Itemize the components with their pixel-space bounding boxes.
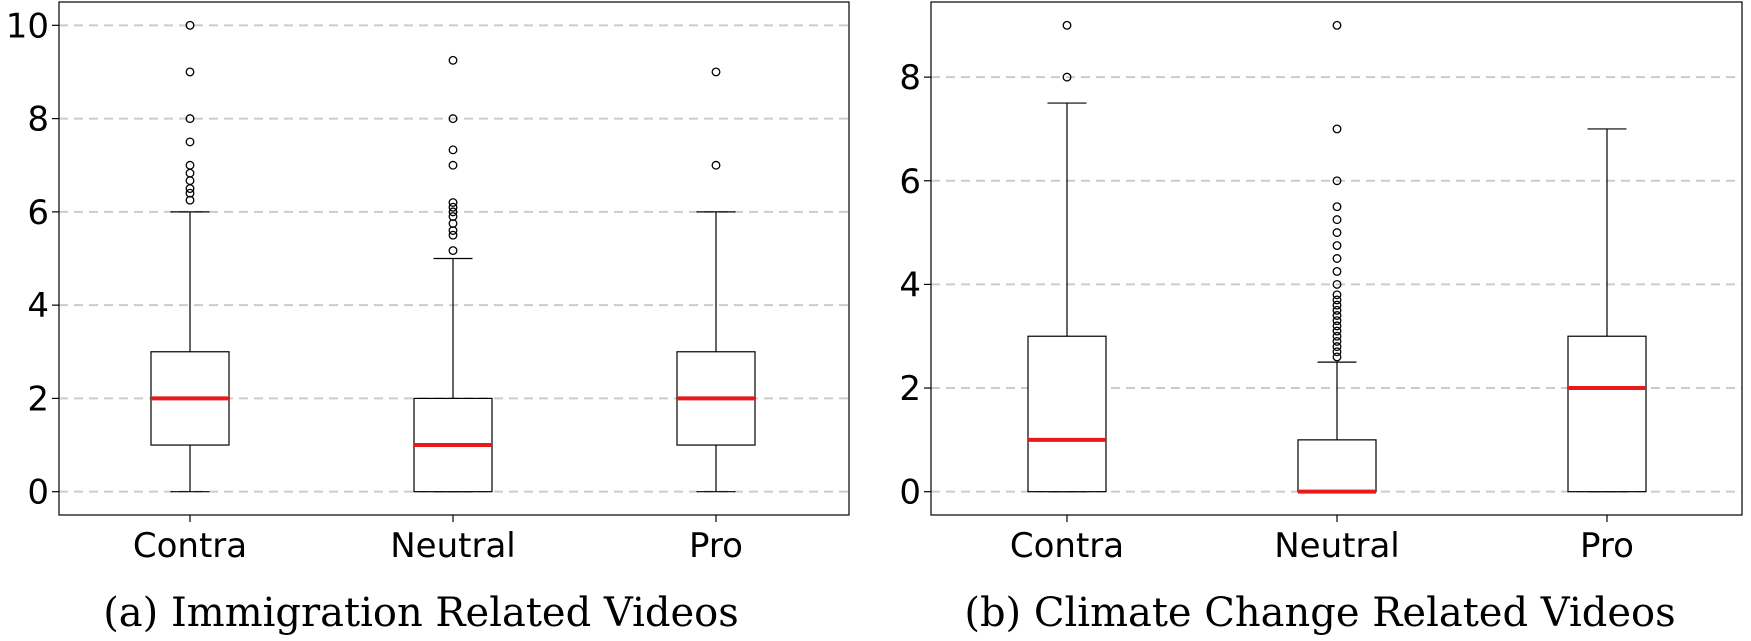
outlier-point [1332,290,1342,300]
y-tick-label: 6 [27,193,49,233]
outlier-point [1332,241,1342,250]
outlier-point [448,198,458,207]
outlier-point [711,67,721,77]
outlier-point [1332,176,1342,186]
x-axis: Contra Neutral Pro [133,515,743,566]
outlier-point [1332,326,1342,336]
box-group [150,20,756,493]
outlier-point [1332,342,1342,352]
y-axis: 0 2 4 6 8 10 [6,6,59,513]
outlier-point [1332,300,1342,310]
y-tick-label: 2 [27,379,49,419]
outlier-point [448,55,458,65]
outlier-point [448,145,458,155]
y-tick-label: 4 [899,265,921,305]
box-group [1027,20,1647,494]
y-axis: 0 2 4 6 8 [899,58,931,513]
outlier-point [448,202,458,212]
outlier-point [448,246,458,256]
outlier-point [1332,279,1342,289]
box-contra [150,20,230,493]
outlier-point [1332,295,1342,305]
outlier-point [1332,316,1342,326]
outlier-point [185,176,195,186]
y-tick-label: 8 [27,100,49,140]
outlier-point [185,184,195,193]
box-neutral [413,55,493,493]
axes-frame [58,1,850,516]
panel-immigration: 0 2 4 6 8 10 Contra Neutral Pro (a) Immigration… [6,1,850,636]
iqr-box [1297,439,1377,493]
panel-caption: (b) Climate Change Related Videos [964,590,1675,636]
outlier-point [1332,311,1342,320]
outlier-point [1332,321,1342,331]
x-tick-label: Neutral [1274,526,1400,566]
outlier-point [185,67,195,77]
y-tick-label: 0 [27,473,49,513]
panel-caption: (a) Immigration Related Videos [103,590,739,636]
outlier-point [1332,228,1342,238]
outlier-point [1062,72,1072,82]
y-tick-label: 8 [899,58,921,98]
outlier-point [185,168,195,178]
outlier-point [1332,347,1342,357]
panel-climate: 0 2 4 6 8 Contra Neutral Pro (b) Climate Chang… [899,1,1743,636]
y-tick-label: 10 [6,6,49,46]
outlier-point [185,114,195,124]
outlier-point [448,114,458,124]
x-tick-label: Contra [1010,526,1124,566]
x-tick-label: Pro [1580,526,1634,566]
x-tick-label: Neutral [390,526,516,566]
y-tick-label: 4 [27,286,49,326]
x-axis: Contra Neutral Pro [1010,515,1634,566]
outlier-point [1332,254,1342,263]
y-tick-label: 6 [899,162,921,202]
outlier-point [448,230,458,240]
outlier-point [1062,20,1072,30]
outlier-point [185,160,195,170]
outlier-point [448,207,458,217]
iqr-box [1027,335,1107,493]
iqr-box [1567,335,1647,493]
outlier-point [1332,20,1342,30]
outlier-point [185,188,195,198]
outlier-point [185,20,195,30]
outlier-point [1332,352,1342,362]
box-contra [1027,20,1107,493]
outlier-point [185,137,195,147]
outlier-point [1332,215,1342,225]
outlier-point [1332,124,1342,134]
outlier-point [1332,202,1342,212]
box-pro [676,67,756,493]
y-tick-label: 0 [899,473,921,513]
outlier-point [448,212,458,221]
outlier-point [448,160,458,170]
outlier-point [1332,305,1342,315]
box-pro [1567,128,1647,493]
outlier-point [1332,331,1342,341]
outlier-point [1332,336,1342,346]
box-neutral [1297,20,1377,494]
outlier-point [711,160,721,170]
x-tick-label: Pro [689,526,743,566]
outlier-point [1332,267,1342,276]
y-tick-label: 2 [899,369,921,409]
x-tick-label: Contra [133,526,247,566]
